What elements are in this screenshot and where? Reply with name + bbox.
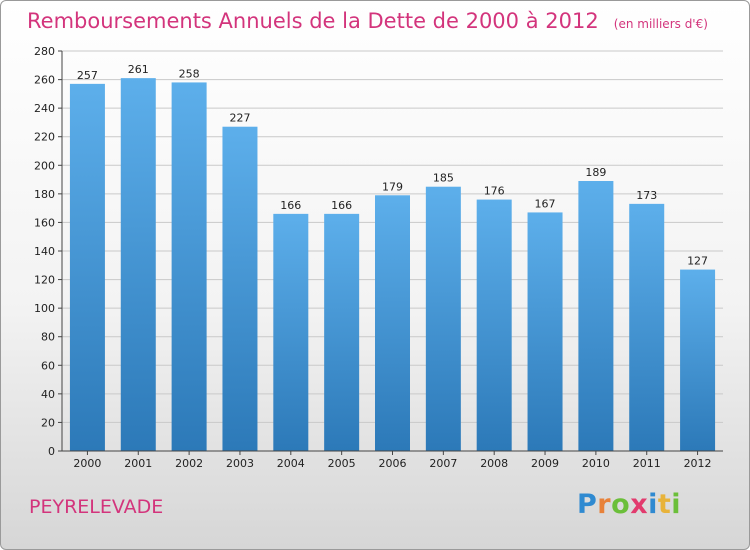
x-tick-label: 2003 (226, 457, 254, 470)
x-tick-label: 2008 (480, 457, 508, 470)
bar-value-label: 166 (331, 199, 352, 212)
logo-letter: P (577, 489, 598, 520)
bar (476, 199, 512, 451)
bar-value-label: 185 (433, 172, 454, 185)
bar-value-label: 166 (280, 199, 301, 212)
bar-value-label: 179 (382, 180, 403, 193)
y-tick-label: 180 (34, 188, 55, 201)
x-tick-label: 2012 (684, 457, 712, 470)
logo-letter: o (611, 489, 631, 520)
bar-value-label: 189 (585, 166, 606, 179)
y-tick-label: 160 (34, 216, 55, 229)
bar (629, 203, 665, 451)
x-tick-label: 2009 (531, 457, 559, 470)
y-tick-label: 0 (48, 445, 55, 458)
y-tick-label: 80 (41, 331, 55, 344)
bar-value-label: 257 (77, 69, 98, 82)
y-tick-label: 260 (34, 74, 55, 87)
bar (324, 213, 360, 451)
x-tick-label: 2006 (379, 457, 407, 470)
bar-value-label: 167 (535, 197, 556, 210)
x-tick-label: 2000 (73, 457, 101, 470)
chart-title-wrap: Remboursements Annuels de la Dette de 20… (27, 9, 708, 33)
bar-value-label: 258 (179, 67, 200, 80)
bar-value-label: 227 (229, 112, 250, 125)
bar (69, 83, 105, 451)
x-tick-label: 2007 (429, 457, 457, 470)
bar (222, 126, 258, 451)
bar (375, 195, 410, 451)
bar (120, 78, 156, 452)
y-tick-label: 120 (34, 274, 55, 287)
y-tick-label: 220 (34, 131, 55, 144)
y-tick-label: 40 (41, 388, 55, 401)
y-tick-label: 280 (34, 45, 55, 58)
bar-value-label: 176 (484, 185, 505, 198)
bar-value-label: 127 (687, 255, 708, 268)
bar (578, 181, 614, 451)
bar (425, 186, 461, 451)
bar (680, 269, 716, 451)
logo-letter: i (648, 489, 658, 520)
x-tick-label: 2004 (277, 457, 305, 470)
bar (527, 212, 563, 451)
logo-letter: x (630, 489, 649, 520)
logo-letter: i (671, 489, 682, 520)
y-tick-label: 140 (34, 245, 55, 258)
x-tick-label: 2002 (175, 457, 203, 470)
y-tick-label: 240 (34, 102, 55, 115)
bar (171, 82, 207, 451)
x-tick-label: 2005 (328, 457, 356, 470)
x-tick-label: 2001 (124, 457, 152, 470)
y-tick-label: 100 (34, 302, 55, 315)
proxiti-logo: Proxiti (577, 489, 681, 520)
chart-title: Remboursements Annuels de la Dette de 20… (27, 9, 599, 33)
y-tick-label: 60 (41, 359, 55, 372)
bar (273, 213, 309, 451)
x-tick-label: 2010 (582, 457, 610, 470)
logo-letter: r (597, 489, 612, 520)
x-tick-label: 2011 (633, 457, 661, 470)
commune-name: PEYRELEVADE (29, 496, 164, 518)
bar-value-label: 261 (128, 63, 149, 76)
bar-value-label: 173 (636, 189, 657, 202)
chart-unit: (en milliers d'€) (613, 17, 708, 31)
logo-letter: t (657, 489, 672, 520)
y-tick-label: 20 (41, 416, 55, 429)
y-tick-label: 200 (34, 159, 55, 172)
